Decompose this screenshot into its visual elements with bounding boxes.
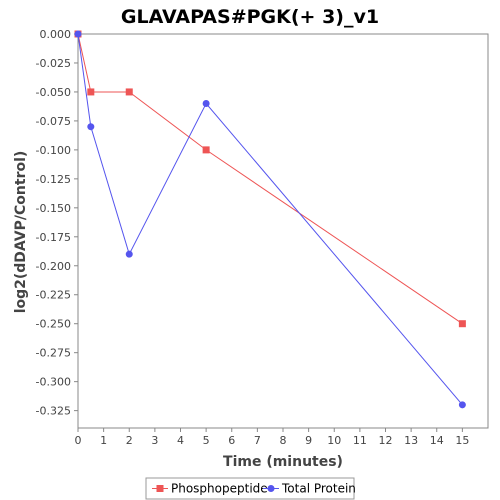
series-layer <box>74 30 466 409</box>
legend-box <box>145 477 355 500</box>
data-point-phosphopeptide <box>458 320 466 328</box>
x-tick-label: 12 <box>379 434 393 447</box>
y-tick-label: -0.275 <box>36 347 71 360</box>
x-tick-label: 2 <box>126 434 133 447</box>
data-point-total-protein <box>125 250 133 258</box>
data-point-phosphopeptide <box>125 88 133 96</box>
x-tick-label: 3 <box>151 434 158 447</box>
plot-area <box>77 33 489 429</box>
x-tick-label: 6 <box>228 434 235 447</box>
y-tick-label: -0.125 <box>36 173 71 186</box>
y-tick-label: -0.325 <box>36 405 71 418</box>
x-axis-ticks: 0 1 2 3 4 5 6 7 8 9 10 11 12 13 14 15 <box>75 428 469 447</box>
x-tick-label: 8 <box>280 434 287 447</box>
data-point-total-protein <box>74 30 82 38</box>
x-tick-label: 10 <box>327 434 341 447</box>
plot-frame <box>77 33 489 429</box>
y-tick-label: 0.000 <box>40 28 72 41</box>
legend-marker-phosphopeptide <box>156 485 164 492</box>
legend-marker-total-protein <box>267 485 275 492</box>
x-tick-label: 7 <box>254 434 261 447</box>
y-tick-label: -0.050 <box>36 86 71 99</box>
y-tick-label: -0.175 <box>36 231 71 244</box>
data-point-total-protein <box>202 100 210 108</box>
y-tick-label: -0.025 <box>36 57 71 70</box>
legend-label-total-protein: Total Protein <box>281 482 356 496</box>
x-tick-label: 13 <box>404 434 418 447</box>
data-point-phosphopeptide <box>87 88 95 96</box>
x-axis-label: Time (minutes) <box>223 454 343 470</box>
x-tick-label: 14 <box>430 434 444 447</box>
x-tick-label: 1 <box>100 434 107 447</box>
data-point-total-protein <box>458 401 466 409</box>
y-tick-label: -0.225 <box>36 289 71 302</box>
x-tick-label: 0 <box>75 434 82 447</box>
x-tick-label: 15 <box>455 434 469 447</box>
x-tick-label: 5 <box>203 434 210 447</box>
data-point-total-protein <box>87 123 95 131</box>
x-tick-label: 9 <box>305 434 312 447</box>
y-axis-label: log2(dDAVP/Control) <box>13 151 29 314</box>
y-axis-ticks: 0.000 -0.025 -0.050 -0.075 -0.100 -0.125 -0.15… <box>36 28 78 418</box>
x-tick-label: 11 <box>353 434 367 447</box>
y-tick-label: -0.100 <box>36 144 71 157</box>
y-tick-label: -0.250 <box>36 318 71 331</box>
y-tick-label: -0.075 <box>36 115 71 128</box>
y-tick-label: -0.150 <box>36 202 71 215</box>
chart-title: GLAVAPAS#PGK(+ 3)_v1 <box>121 6 379 28</box>
data-point-phosphopeptide <box>202 146 210 154</box>
legend-label-phosphopeptide: Phosphopeptide <box>171 482 268 496</box>
legend: Phosphopeptide Total Protein <box>145 477 356 500</box>
y-tick-label: -0.300 <box>36 376 71 389</box>
x-tick-label: 4 <box>177 434 184 447</box>
y-tick-label: -0.200 <box>36 260 71 273</box>
series-total-protein <box>74 30 466 409</box>
